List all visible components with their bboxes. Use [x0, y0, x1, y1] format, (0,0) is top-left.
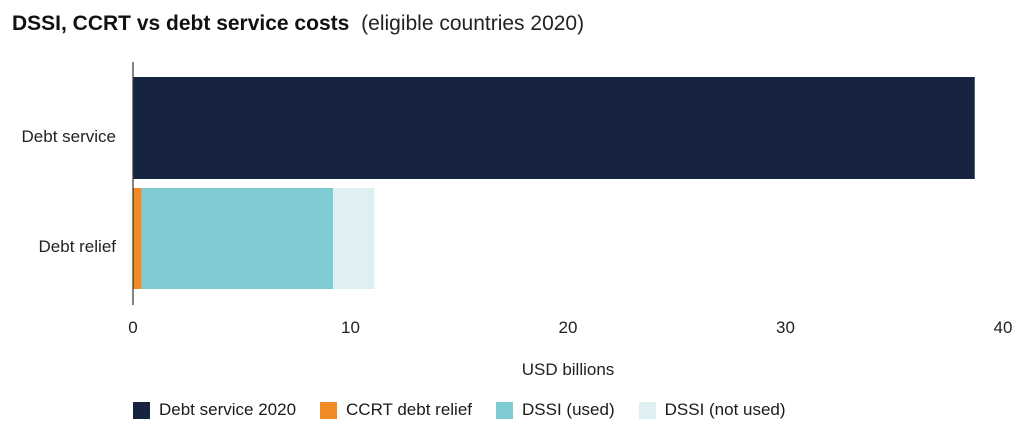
x-tick-labels: 0 10 20 30 40: [128, 318, 1012, 337]
legend-swatch-ccrt: [320, 401, 338, 419]
legend-item-ccrt: CCRT debt relief: [320, 400, 472, 420]
x-tick-label: 40: [994, 318, 1013, 337]
chart-title: DSSI, CCRT vs debt service costs: [12, 12, 350, 35]
legend-label-ccrt: CCRT debt relief: [346, 400, 473, 419]
legend-item-dssi-not-used: DSSI (not used): [638, 400, 786, 420]
chart-title-row: DSSI, CCRT vs debt service costs (eligib…: [12, 12, 584, 36]
bar-debt-relief-ccrt-debt-relief: [133, 188, 142, 289]
category-label-debt-relief: Debt relief: [39, 237, 117, 256]
x-tick-label: 30: [776, 318, 795, 337]
legend-item-dssi-used: DSSI (used): [496, 400, 615, 420]
category-labels: Debt service Debt relief: [22, 127, 117, 256]
legend-label-debt-service: Debt service 2020: [159, 400, 297, 419]
bars-group: [133, 77, 975, 289]
legend-swatch-dssi-not-used: [638, 401, 656, 419]
chart-subtitle: (eligible countries 2020): [361, 12, 585, 35]
bar-debt-service-debt-service-2020: [133, 77, 975, 179]
x-tick-label: 10: [341, 318, 360, 337]
legend-label-dssi-not-used: DSSI (not used): [664, 400, 786, 419]
legend: Debt service 2020 CCRT debt relief DSSI …: [133, 400, 810, 420]
legend-label-dssi-used: DSSI (used): [522, 400, 615, 419]
x-axis-title: USD billions: [522, 360, 615, 379]
x-tick-label: 20: [559, 318, 578, 337]
legend-swatch-debt-service: [133, 401, 150, 419]
legend-item-debt-service: Debt service 2020: [133, 400, 296, 420]
bar-debt-relief-dssi-used: [141, 188, 334, 289]
category-label-debt-service: Debt service: [22, 127, 116, 146]
legend-swatch-dssi-used: [496, 401, 514, 419]
bar-debt-relief-dssi-not-used: [333, 188, 375, 289]
x-tick-label: 0: [128, 318, 137, 337]
